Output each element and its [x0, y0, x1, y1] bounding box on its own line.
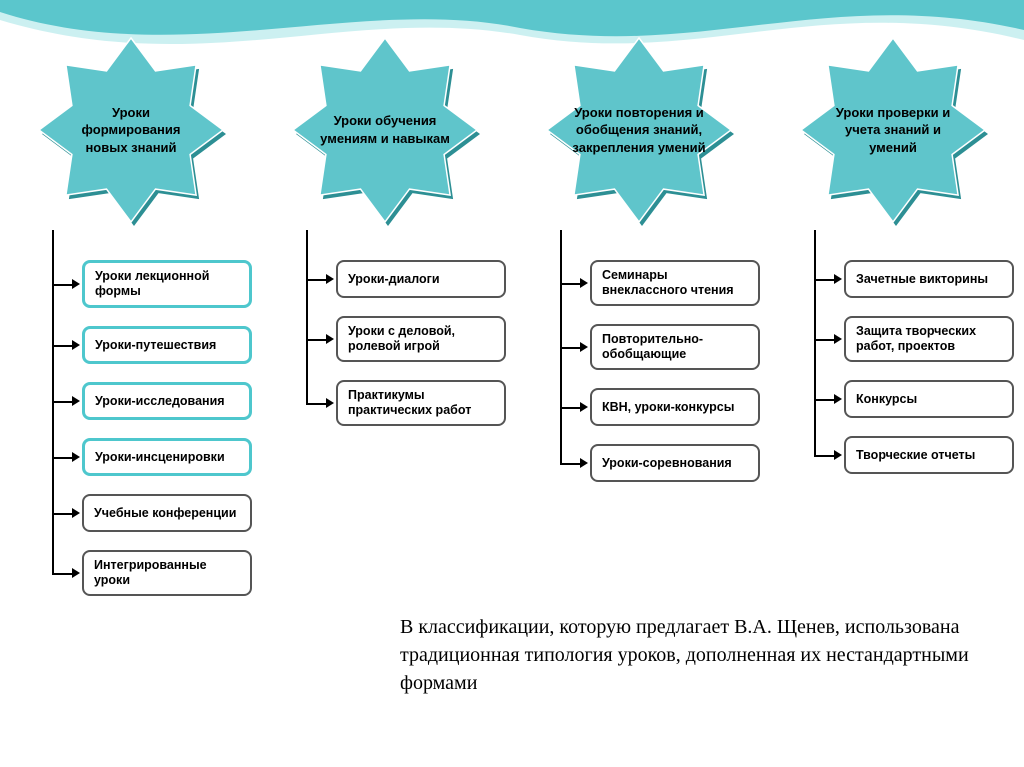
connector-vertical — [52, 230, 54, 573]
arrow-icon — [72, 279, 80, 289]
connector-horizontal — [814, 399, 834, 401]
list-item: Зачетные викторины — [812, 260, 1014, 298]
arrow-icon — [580, 458, 588, 468]
list-item: Уроки-соревнования — [558, 444, 760, 482]
column-1: Уроки обучения умениям и навыкам Уроки-ди… — [264, 30, 506, 596]
star-header-1: Уроки обучения умениям и навыкам — [290, 30, 480, 230]
item-box: Семинары внеклассного чтения — [590, 260, 760, 306]
item-box: Уроки-инсценировки — [82, 438, 252, 476]
item-box: Творческие отчеты — [844, 436, 1014, 474]
item-box: Уроки с деловой, ролевой игрой — [336, 316, 506, 362]
list-item: Творческие отчеты — [812, 436, 1014, 474]
item-box: Защита творческих работ, проектов — [844, 316, 1014, 362]
star-title: Уроки обучения умениям и навыкам — [315, 112, 455, 147]
arrow-icon — [834, 334, 842, 344]
connector-horizontal — [560, 283, 580, 285]
connector-vertical — [814, 230, 816, 455]
connector-horizontal — [560, 347, 580, 349]
list-item: Повторительно-обобщающие — [558, 324, 760, 370]
item-box: Практикумы практических работ — [336, 380, 506, 426]
star-header-3: Уроки проверки и учета знаний и умений — [798, 30, 988, 230]
list-item: Интегрированные уроки — [50, 550, 252, 596]
arrow-icon — [580, 278, 588, 288]
arrow-icon — [72, 396, 80, 406]
connector-horizontal — [814, 339, 834, 341]
connector-vertical — [306, 230, 308, 403]
list-item: Практикумы практических работ — [304, 380, 506, 426]
connector-horizontal — [814, 279, 834, 281]
arrow-icon — [580, 342, 588, 352]
connector-horizontal — [52, 284, 72, 286]
connector-horizontal — [52, 345, 72, 347]
connector-horizontal — [52, 457, 72, 459]
item-box: Уроки лекционной формы — [82, 260, 252, 308]
list-item: Уроки с деловой, ролевой игрой — [304, 316, 506, 362]
items-list: Семинары внеклассного чтения Повторительн… — [518, 260, 760, 482]
column-0: Уроки формирования новых знаний Уроки лек… — [10, 30, 252, 596]
list-item: Уроки-исследования — [50, 382, 252, 420]
arrow-icon — [326, 274, 334, 284]
arrow-icon — [834, 274, 842, 284]
item-box: Учебные конференции — [82, 494, 252, 532]
arrow-icon — [834, 450, 842, 460]
connector-horizontal — [306, 339, 326, 341]
list-item: Конкурсы — [812, 380, 1014, 418]
list-item: Семинары внеклассного чтения — [558, 260, 760, 306]
diagram-content: Уроки формирования новых знаний Уроки лек… — [0, 0, 1024, 596]
list-item: Уроки-диалоги — [304, 260, 506, 298]
item-box: Зачетные викторины — [844, 260, 1014, 298]
star-title: Уроки повторения и обобщения знаний, зак… — [569, 104, 709, 157]
connector-horizontal — [52, 513, 72, 515]
item-box: Интегрированные уроки — [82, 550, 252, 596]
list-item: КВН, уроки-конкурсы — [558, 388, 760, 426]
connector-horizontal — [560, 407, 580, 409]
item-box: Уроки-путешествия — [82, 326, 252, 364]
list-item: Уроки-инсценировки — [50, 438, 252, 476]
arrow-icon — [580, 402, 588, 412]
arrow-icon — [834, 394, 842, 404]
connector-vertical — [560, 230, 562, 463]
connector-horizontal — [52, 573, 72, 575]
connector-horizontal — [560, 463, 580, 465]
arrow-icon — [326, 334, 334, 344]
column-2: Уроки повторения и обобщения знаний, зак… — [518, 30, 760, 596]
arrow-icon — [72, 340, 80, 350]
star-title: Уроки формирования новых знаний — [61, 104, 201, 157]
star-header-0: Уроки формирования новых знаний — [36, 30, 226, 230]
list-item: Учебные конференции — [50, 494, 252, 532]
star-header-2: Уроки повторения и обобщения знаний, зак… — [544, 30, 734, 230]
list-item: Уроки лекционной формы — [50, 260, 252, 308]
item-box: Уроки-исследования — [82, 382, 252, 420]
column-3: Уроки проверки и учета знаний и умений За… — [772, 30, 1014, 596]
connector-horizontal — [306, 403, 326, 405]
connector-horizontal — [52, 401, 72, 403]
item-box: КВН, уроки-конкурсы — [590, 388, 760, 426]
list-item: Уроки-путешествия — [50, 326, 252, 364]
list-item: Защита творческих работ, проектов — [812, 316, 1014, 362]
items-list: Уроки лекционной формы Уроки-путешествия У… — [10, 260, 252, 596]
connector-horizontal — [306, 279, 326, 281]
caption-text: В классификации, которую предлагает В.А.… — [400, 613, 980, 697]
item-box: Уроки-соревнования — [590, 444, 760, 482]
arrow-icon — [72, 508, 80, 518]
connector-horizontal — [814, 455, 834, 457]
item-box: Конкурсы — [844, 380, 1014, 418]
items-list: Зачетные викторины Защита творческих рабо… — [772, 260, 1014, 474]
arrow-icon — [72, 568, 80, 578]
arrow-icon — [72, 452, 80, 462]
item-box: Уроки-диалоги — [336, 260, 506, 298]
arrow-icon — [326, 398, 334, 408]
item-box: Повторительно-обобщающие — [590, 324, 760, 370]
star-title: Уроки проверки и учета знаний и умений — [823, 104, 963, 157]
items-list: Уроки-диалоги Уроки с деловой, ролевой иг… — [264, 260, 506, 426]
